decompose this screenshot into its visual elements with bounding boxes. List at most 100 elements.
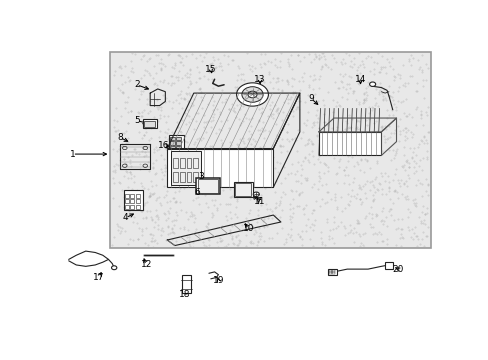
Text: 14: 14 (354, 75, 366, 84)
Point (176, 91, 184, 96)
Point (382, 57, 390, 62)
Point (137, 113, 144, 118)
Point (125, 208, 133, 213)
Point (186, 72, 194, 77)
Point (204, 204, 212, 210)
Point (385, 184, 392, 190)
Point (411, 182, 419, 188)
Point (419, 140, 427, 145)
Point (375, 87, 383, 93)
Point (112, 161, 120, 167)
Point (114, 127, 122, 133)
Point (355, 168, 363, 174)
Point (241, 144, 248, 150)
Point (155, 146, 163, 152)
Point (396, 116, 404, 122)
Point (115, 146, 122, 152)
Point (377, 123, 385, 129)
Point (355, 50, 363, 56)
Point (201, 200, 209, 206)
Point (424, 129, 431, 135)
Point (301, 122, 309, 128)
Point (112, 105, 120, 111)
Point (386, 93, 393, 99)
Point (139, 53, 146, 58)
Point (260, 216, 267, 222)
Point (226, 176, 234, 182)
Point (152, 197, 160, 202)
Point (392, 190, 400, 195)
Point (404, 214, 411, 220)
Point (125, 169, 133, 175)
Point (175, 68, 183, 74)
Point (209, 68, 217, 74)
Point (259, 77, 266, 83)
Point (207, 215, 215, 220)
Point (416, 108, 424, 114)
Point (152, 144, 160, 150)
Point (220, 53, 227, 58)
Point (167, 226, 175, 232)
Point (404, 164, 411, 170)
Point (324, 148, 332, 154)
Point (401, 158, 408, 164)
Point (356, 240, 364, 246)
Point (160, 184, 167, 189)
Point (311, 100, 319, 106)
Point (386, 130, 394, 136)
Point (359, 97, 367, 103)
Point (148, 76, 156, 81)
Point (286, 226, 294, 232)
Point (371, 134, 379, 139)
Point (404, 206, 411, 212)
Point (218, 223, 226, 229)
Point (274, 202, 282, 208)
Point (232, 197, 240, 202)
Point (202, 243, 209, 249)
Point (224, 106, 232, 112)
Point (249, 150, 257, 156)
Point (203, 101, 211, 107)
Point (243, 102, 250, 107)
Point (224, 173, 232, 179)
Point (296, 233, 304, 239)
Point (352, 220, 360, 226)
Point (347, 154, 355, 160)
Point (368, 197, 376, 203)
Point (298, 166, 305, 172)
Point (241, 84, 248, 90)
Point (160, 77, 167, 83)
Point (145, 108, 153, 114)
Point (396, 226, 404, 232)
Point (216, 239, 224, 244)
Point (321, 242, 328, 248)
Point (280, 165, 287, 170)
Point (312, 119, 320, 125)
Point (211, 157, 219, 162)
Point (361, 190, 368, 196)
Point (415, 141, 423, 147)
Point (258, 105, 265, 111)
Point (142, 129, 149, 135)
Point (153, 222, 161, 228)
Point (169, 195, 177, 201)
Point (352, 191, 360, 197)
Point (157, 65, 164, 71)
Bar (385, 262, 393, 269)
Point (276, 50, 284, 56)
Point (150, 82, 158, 87)
Point (241, 111, 248, 117)
Point (180, 226, 188, 231)
Point (333, 223, 341, 229)
Point (184, 227, 192, 233)
Point (304, 92, 312, 98)
Point (303, 175, 311, 181)
Point (122, 150, 130, 156)
Point (275, 143, 283, 149)
Point (241, 94, 249, 100)
Point (125, 77, 133, 83)
Point (343, 192, 351, 197)
Point (151, 157, 159, 163)
Point (355, 196, 363, 202)
Point (289, 205, 297, 211)
